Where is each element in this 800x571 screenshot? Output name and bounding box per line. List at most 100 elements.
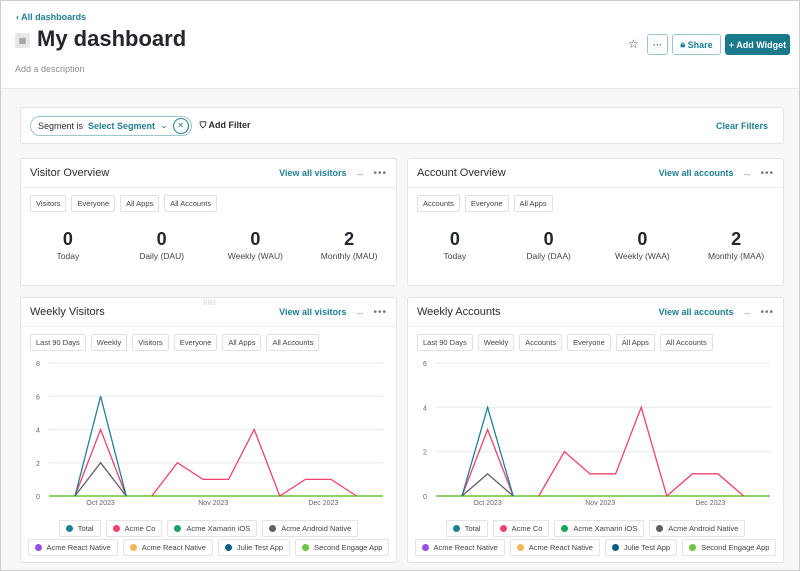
legend-item[interactable]: Julie Test App (217, 539, 291, 556)
legend-dot-icon (174, 525, 182, 532)
y-tick-label: 6 (423, 361, 427, 368)
widget-header: Weekly Visitors View all visitors ↔ ••• (21, 298, 396, 327)
widget-filter-chips: Last 90 Days Weekly Accounts Everyone All Ap… (417, 334, 713, 351)
filter-chip[interactable]: Everyone (464, 195, 509, 212)
chevron-down-icon: ⌄ (160, 120, 168, 130)
legend-label: Acme Android Native (281, 524, 352, 533)
filter-chip[interactable]: Accounts (417, 195, 460, 212)
view-all-link[interactable]: View all visitors (279, 168, 347, 178)
expand-icon[interactable]: ↔ (355, 307, 365, 317)
legend-item[interactable]: Julie Test App (604, 539, 678, 556)
filter-chip[interactable]: Visitors (30, 195, 67, 212)
metric: 0 Daily (DAA) (502, 229, 596, 261)
legend-dot-icon (656, 525, 664, 532)
metric: 2 Monthly (MAA) (689, 229, 783, 261)
filter-chip[interactable]: Accounts (519, 334, 563, 351)
expand-icon[interactable]: ↔ (742, 168, 752, 178)
filter-chip[interactable]: All Accounts (266, 334, 320, 351)
view-all-link[interactable]: View all accounts (658, 307, 734, 317)
view-all-link[interactable]: View all accounts (658, 168, 734, 178)
legend-item[interactable]: Total (445, 520, 488, 537)
legend-label: Acme React Native (528, 543, 593, 552)
x-tick-label: Dec 2023 (695, 500, 725, 507)
series-line-acme-co (538, 405, 745, 498)
more-options-icon[interactable]: ••• (760, 306, 774, 318)
legend-label: Julie Test App (623, 543, 671, 552)
page-title[interactable]: My dashboard (37, 26, 187, 51)
y-tick-label: 8 (36, 361, 40, 368)
y-tick-label: 6 (36, 394, 40, 401)
legend-item[interactable]: Acme React Native (414, 539, 505, 556)
line-chart: 0 2 4 6 8 Oct 2023 Nov 2023 Dec 2023 (36, 361, 383, 507)
filter-chip[interactable]: Everyone (567, 334, 611, 351)
legend-item[interactable]: Acme React Native (27, 539, 118, 556)
legend-item[interactable]: Second Engage App (295, 539, 390, 556)
legend-item[interactable]: Acme Android Native (649, 520, 746, 537)
legend-item[interactable]: Acme Xamarin iOS (554, 520, 645, 537)
star-icon[interactable]: ☆ (628, 37, 639, 51)
legend-item[interactable]: Acme Android Native (262, 520, 359, 537)
share-button[interactable]: 🔒︎ Share (672, 34, 721, 55)
filter-chip[interactable]: All Apps (513, 195, 553, 212)
legend-dot-icon (421, 544, 429, 551)
lock-icon: 🔒︎ (680, 39, 686, 49)
filter-chip[interactable]: All Apps (615, 334, 655, 351)
legend-label: Second Engage App (314, 543, 383, 552)
legend-dot-icon (561, 525, 569, 532)
legend-label: Julie Test App (236, 543, 284, 552)
visitor-overview-widget: Visitor Overview View all visitors ↔ ••• Vis… (20, 158, 397, 286)
metrics-row: 0 Today 0 Daily (DAU) 0 Weekly (WAU) 2 Monthly … (21, 229, 396, 261)
legend-dot-icon (112, 525, 120, 532)
legend-item[interactable]: Acme Co (492, 520, 550, 537)
filter-chip[interactable]: Weekly (477, 334, 515, 351)
filter-chip[interactable]: All Accounts (164, 195, 218, 212)
add-filter-label: Add Filter (208, 120, 251, 130)
series-line-acme-co (151, 427, 357, 497)
more-button[interactable]: ··· (647, 34, 668, 55)
y-tick-label: 4 (36, 428, 40, 435)
filter-chip[interactable]: Last 90 Days (417, 334, 473, 351)
legend-item[interactable]: Second Engage App (682, 539, 777, 556)
legend-dot-icon (65, 525, 73, 532)
back-link-label[interactable]: All dashboards (21, 12, 87, 22)
weekly-accounts-widget: Weekly Accounts View all accounts ↔ ••• Last… (407, 297, 784, 563)
metric-label: Daily (DAU) (139, 251, 185, 261)
filter-chip[interactable]: Last 90 Days (30, 334, 86, 351)
filter-chip[interactable]: Visitors (132, 334, 169, 351)
legend-label: Acme React Native (433, 543, 498, 552)
filter-chip[interactable]: All Apps (120, 195, 160, 212)
legend-item[interactable]: Total (58, 520, 101, 537)
filter-chip[interactable]: All Accounts (659, 334, 713, 351)
segment-filter[interactable]: Segment is Select Segment ⌄ ✕ (30, 115, 192, 136)
add-filter-button[interactable]: ⛉ Add Filter (200, 120, 251, 131)
expand-icon[interactable]: ↔ (355, 168, 365, 178)
back-link[interactable]: ‹ All dashboards (16, 12, 87, 22)
drag-handle-icon[interactable]: ⠿⠿⠿ (203, 301, 217, 307)
series-line-total (74, 396, 127, 497)
legend-item[interactable]: Acme Co (105, 520, 163, 537)
clear-filters-button[interactable]: Clear Filters (715, 120, 768, 131)
filter-chip[interactable]: Everyone (173, 334, 218, 351)
legend-label: Acme Co (124, 524, 156, 533)
filter-chip[interactable]: All Apps (222, 334, 262, 351)
remove-segment-icon[interactable]: ✕ (172, 117, 189, 134)
more-options-icon[interactable]: ••• (373, 167, 387, 179)
widget-filter-chips: Visitors Everyone All Apps All Accounts (30, 195, 218, 212)
segment-select[interactable]: Select Segment (88, 120, 156, 131)
expand-icon[interactable]: ↔ (742, 307, 752, 317)
filter-chip[interactable]: Weekly (90, 334, 128, 351)
legend-item[interactable]: Acme Xamarin iOS (167, 520, 258, 537)
filter-chip[interactable]: Everyone (71, 195, 116, 212)
more-options-icon[interactable]: ••• (760, 167, 774, 179)
add-widget-button[interactable]: + Add Widget (725, 34, 790, 55)
metric-label: Monthly (MAU) (320, 251, 378, 261)
more-options-icon[interactable]: ••• (373, 306, 387, 318)
widget-title: Weekly Accounts (417, 306, 501, 318)
view-all-link[interactable]: View all visitors (279, 307, 347, 317)
legend-item[interactable]: Acme React Native (509, 539, 600, 556)
legend-dot-icon (129, 544, 137, 551)
legend-item[interactable]: Acme React Native (122, 539, 213, 556)
page-header: ‹ All dashboards ▦ My dashboard Add a de… (1, 1, 799, 89)
metric: 0 Daily (DAU) (115, 229, 209, 261)
description-field[interactable]: Add a description (15, 64, 85, 74)
